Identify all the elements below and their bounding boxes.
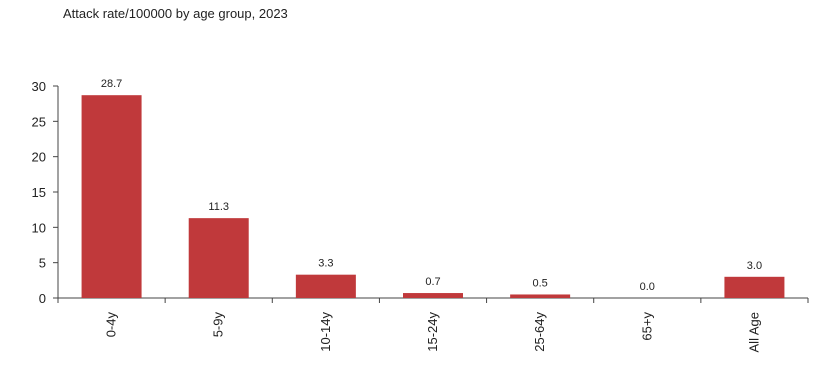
y-tick-label: 20 <box>32 150 46 165</box>
data-label: 28.7 <box>101 78 122 90</box>
bar-5-9y <box>188 218 249 298</box>
bar-25-64y <box>510 294 571 298</box>
data-labels: 28.7 11.3 3.3 0.7 0.5 0.0 3.0 <box>101 78 762 293</box>
bar-10-14y <box>295 274 356 298</box>
y-tick-label: 0 <box>39 291 46 306</box>
x-tick-label: All Age <box>746 312 761 352</box>
data-label: 0.0 <box>640 281 655 293</box>
data-label: 0.5 <box>532 277 547 289</box>
data-label: 3.3 <box>318 258 333 270</box>
x-tick-labels: 0-4y 5-9y 10-14y 15-24y 25-64y 65+y All Age <box>104 312 762 353</box>
y-tick-label: 10 <box>32 220 46 235</box>
chart-title: Attack rate/100000 by age group, 2023 <box>63 6 288 21</box>
x-tick-label: 5-9y <box>211 312 226 338</box>
y-tick-label: 15 <box>32 185 46 200</box>
x-tick-label: 10-14y <box>318 312 333 352</box>
y-tick-label: 25 <box>32 114 46 129</box>
y-tick-label: 5 <box>39 256 46 271</box>
bar-15-24y <box>403 293 463 298</box>
bars <box>81 95 785 298</box>
x-tick-label: 0-4y <box>104 312 119 338</box>
y-tick-label: 30 <box>32 79 46 94</box>
axes <box>53 85 809 303</box>
bar-0-4y <box>81 95 142 298</box>
bar-all-age <box>724 276 785 298</box>
data-label: 11.3 <box>208 201 229 213</box>
x-tick-label: 25-64y <box>532 312 547 352</box>
data-label: 0.7 <box>425 276 440 288</box>
x-tick-label: 15-24y <box>425 312 440 352</box>
data-label: 3.0 <box>747 260 762 272</box>
x-tick-label: 65+y <box>639 312 654 341</box>
y-tick-labels: 0 5 10 15 20 25 30 <box>32 79 46 306</box>
